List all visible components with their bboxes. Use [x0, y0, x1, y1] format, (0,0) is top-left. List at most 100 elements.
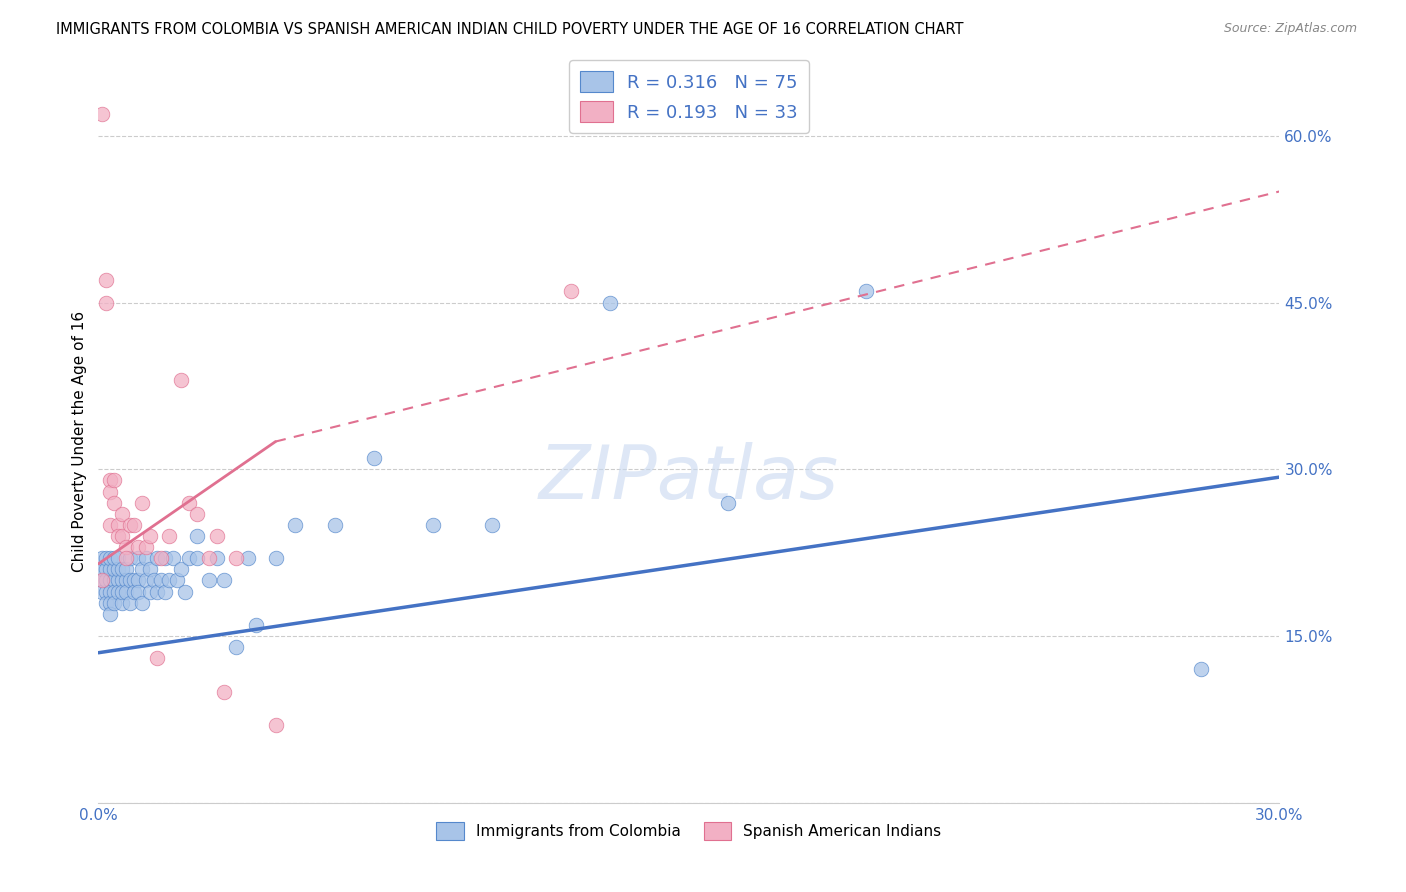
Point	[135, 540, 157, 554]
Point	[98, 551, 121, 566]
Point	[96, 273, 118, 287]
Point	[186, 507, 208, 521]
Point	[150, 574, 173, 588]
Point	[599, 295, 621, 310]
Point	[264, 718, 287, 732]
Point	[98, 562, 121, 576]
Point	[103, 551, 125, 566]
Point	[98, 596, 121, 610]
Point	[142, 574, 165, 588]
Point	[138, 529, 160, 543]
Point	[855, 285, 877, 299]
Y-axis label: Child Poverty Under the Age of 16: Child Poverty Under the Age of 16	[72, 311, 87, 572]
Point	[422, 517, 444, 532]
Point	[177, 496, 200, 510]
Point	[107, 574, 129, 588]
Point	[162, 551, 184, 566]
Point	[91, 584, 114, 599]
Point	[323, 517, 346, 532]
Legend: Immigrants from Colombia, Spanish American Indians: Immigrants from Colombia, Spanish Americ…	[430, 816, 948, 846]
Point	[170, 562, 193, 576]
Point	[111, 584, 134, 599]
Point	[98, 607, 121, 621]
Point	[155, 551, 177, 566]
Point	[107, 562, 129, 576]
Point	[98, 517, 121, 532]
Point	[205, 529, 228, 543]
Point	[225, 640, 247, 655]
Point	[118, 551, 141, 566]
Point	[205, 551, 228, 566]
Point	[197, 551, 219, 566]
Point	[127, 574, 149, 588]
Point	[118, 574, 141, 588]
Point	[146, 551, 169, 566]
Point	[103, 584, 125, 599]
Text: ZIPatlas: ZIPatlas	[538, 442, 839, 514]
Point	[127, 540, 149, 554]
Point	[115, 551, 138, 566]
Point	[197, 574, 219, 588]
Point	[146, 651, 169, 665]
Point	[122, 517, 145, 532]
Point	[91, 574, 114, 588]
Point	[264, 551, 287, 566]
Text: Source: ZipAtlas.com: Source: ZipAtlas.com	[1223, 22, 1357, 36]
Point	[284, 517, 307, 532]
Point	[155, 584, 177, 599]
Point	[107, 584, 129, 599]
Point	[118, 517, 141, 532]
Point	[98, 574, 121, 588]
Point	[236, 551, 259, 566]
Point	[96, 295, 118, 310]
Point	[157, 529, 180, 543]
Point	[186, 529, 208, 543]
Point	[135, 574, 157, 588]
Point	[135, 551, 157, 566]
Point	[103, 596, 125, 610]
Point	[115, 584, 138, 599]
Point	[127, 584, 149, 599]
Point	[177, 551, 200, 566]
Point	[150, 551, 173, 566]
Point	[98, 484, 121, 499]
Point	[115, 540, 138, 554]
Point	[103, 496, 125, 510]
Point	[245, 618, 267, 632]
Point	[107, 551, 129, 566]
Point	[186, 551, 208, 566]
Point	[96, 551, 118, 566]
Point	[91, 551, 114, 566]
Point	[717, 496, 740, 510]
Point	[363, 451, 385, 466]
Point	[214, 684, 236, 698]
Point	[103, 474, 125, 488]
Point	[138, 584, 160, 599]
Point	[107, 529, 129, 543]
Point	[96, 584, 118, 599]
Point	[131, 596, 153, 610]
Point	[111, 529, 134, 543]
Point	[481, 517, 503, 532]
Point	[214, 574, 236, 588]
Point	[96, 574, 118, 588]
Point	[138, 562, 160, 576]
Point	[91, 574, 114, 588]
Point	[225, 551, 247, 566]
Point	[118, 596, 141, 610]
Point	[115, 562, 138, 576]
Point	[1189, 662, 1212, 676]
Point	[111, 596, 134, 610]
Point	[157, 574, 180, 588]
Point	[146, 584, 169, 599]
Point	[131, 562, 153, 576]
Point	[103, 574, 125, 588]
Point	[96, 596, 118, 610]
Point	[91, 106, 114, 120]
Point	[98, 584, 121, 599]
Point	[91, 562, 114, 576]
Point	[111, 507, 134, 521]
Point	[111, 574, 134, 588]
Point	[170, 373, 193, 387]
Point	[103, 562, 125, 576]
